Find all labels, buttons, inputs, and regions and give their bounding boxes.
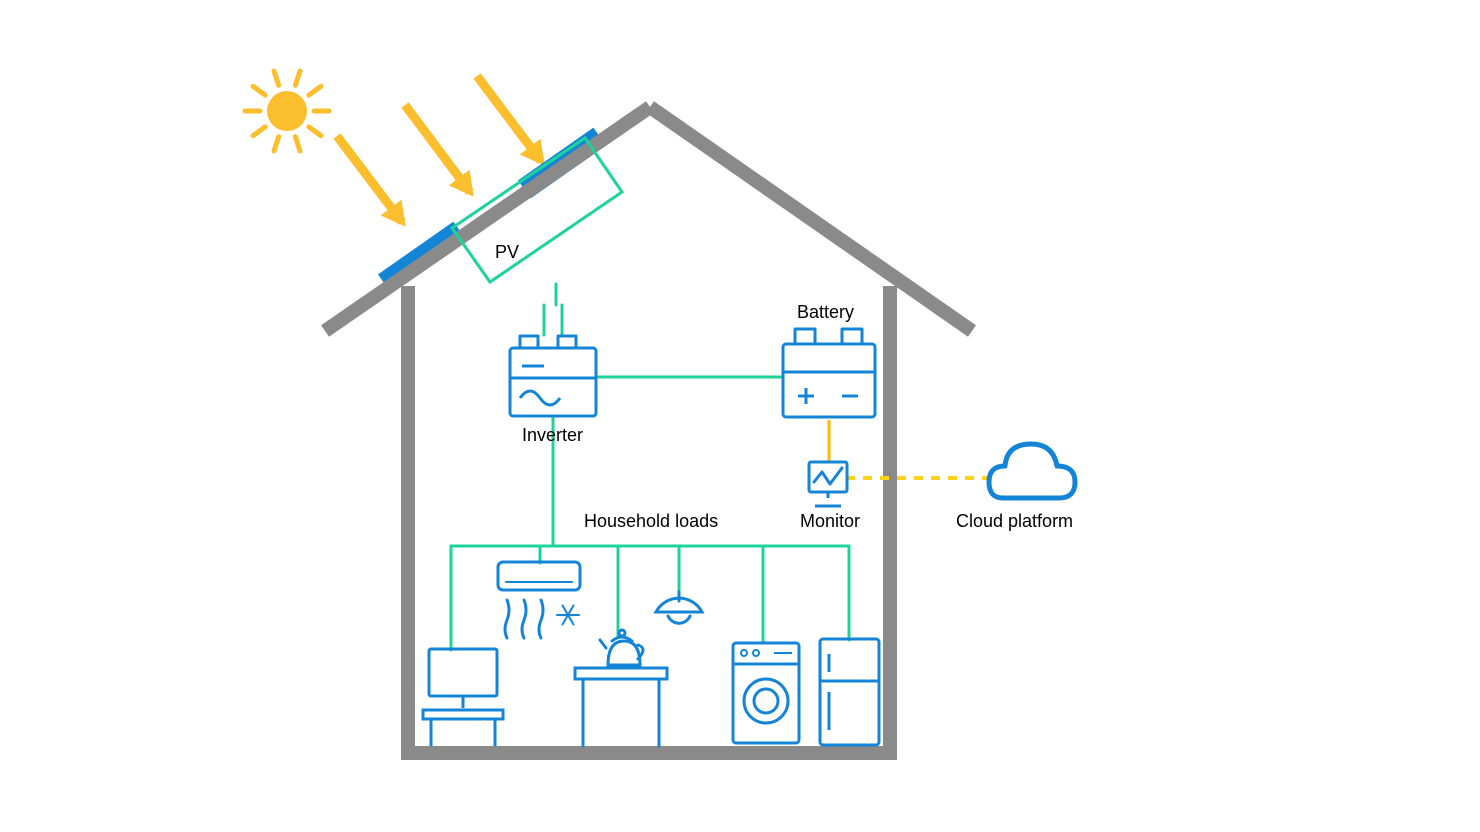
- cloud-icon: [989, 444, 1075, 498]
- computer-icon: [423, 649, 503, 746]
- sun-icon: [245, 71, 329, 151]
- monitor-icon: [809, 462, 847, 506]
- battery-icon: [783, 329, 875, 417]
- energy-flow-lines: [451, 284, 849, 650]
- house-outline: [325, 107, 972, 753]
- monitor-label: Monitor: [800, 511, 860, 531]
- ac-unit-icon: [498, 562, 580, 638]
- inverter-label: Inverter: [522, 425, 583, 445]
- kettle-table-icon: [575, 630, 667, 746]
- battery-label: Battery: [797, 302, 854, 322]
- lamp-icon: [656, 592, 702, 623]
- washer-icon: [733, 643, 799, 743]
- pv-label: PV: [495, 242, 519, 262]
- solar-home-diagram: PV Inverter Battery Household loads Moni…: [0, 0, 1480, 832]
- household-loads-label: Household loads: [584, 511, 718, 531]
- fridge-icon: [820, 639, 879, 745]
- cloud-platform-label: Cloud platform: [956, 511, 1073, 531]
- inverter-icon: [510, 336, 596, 416]
